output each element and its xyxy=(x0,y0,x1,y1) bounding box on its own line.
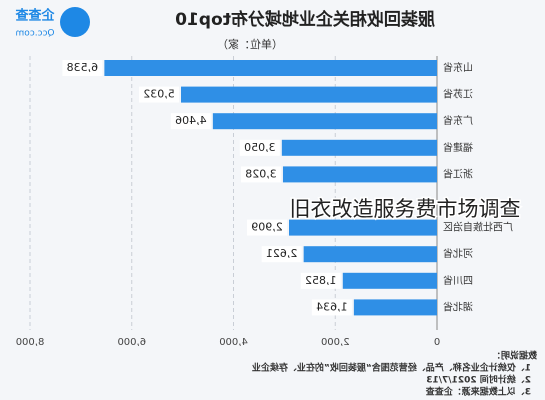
value-label: 6,538 xyxy=(67,61,99,74)
value-label: 2,621 xyxy=(266,247,298,260)
x-tick-label: 2,000 xyxy=(321,337,350,348)
y-tick-label: 四川省 xyxy=(443,274,473,287)
value-label-bg xyxy=(170,113,211,130)
bar xyxy=(180,86,437,103)
value-label: 4,406 xyxy=(175,114,207,127)
bar xyxy=(282,166,437,183)
value-label: 1,634 xyxy=(316,300,348,313)
value-label: 3,050 xyxy=(244,141,276,154)
value-label: 3,028 xyxy=(245,167,277,180)
value-label-bg xyxy=(239,139,280,156)
value-label-bg xyxy=(311,299,352,316)
note: 3、以上数据来源：企查查 xyxy=(425,386,531,398)
bar xyxy=(303,246,437,263)
x-tick-label: 8,000 xyxy=(16,337,45,348)
y-tick-label: 湖北省 xyxy=(443,300,473,313)
y-tick-label: 浙江省 xyxy=(443,167,473,180)
y-tick-label: 福建省 xyxy=(443,141,473,154)
y-tick-label: 广西壮族自治区 xyxy=(443,221,513,234)
value-label: 1,852 xyxy=(305,274,337,287)
bar xyxy=(281,139,437,156)
value-label-bg xyxy=(138,86,179,103)
y-tick-label: 江苏省 xyxy=(443,88,473,101)
value-label-bg xyxy=(300,272,341,289)
x-tick-label: 0 xyxy=(434,337,440,348)
chart-subtitle: （单位：家） xyxy=(217,37,283,51)
value-label-bg xyxy=(240,166,281,183)
value-label-bg xyxy=(261,246,302,263)
x-tick-label: 6,000 xyxy=(117,337,146,348)
y-tick-label: 山东省 xyxy=(443,61,473,74)
y-tick-label: 河北省 xyxy=(443,247,473,260)
bar xyxy=(342,272,437,289)
value-label-bg xyxy=(247,219,288,236)
y-tick-label: 广东省 xyxy=(443,114,473,127)
note: 数据说明： xyxy=(492,350,537,362)
logo-icon xyxy=(60,7,90,37)
notes: 数据说明：1、仅统计企业名称、产品、经营范围含“服装回收”的在业、存续企业2、统… xyxy=(252,350,537,398)
value-label: 2,909 xyxy=(251,221,283,234)
chart-title: 服装回收相关企业地域分布top10 xyxy=(175,9,435,30)
note: 2、统计时间 2021/7/13 xyxy=(426,374,531,386)
bar xyxy=(289,219,437,236)
value-label-bg xyxy=(62,60,103,76)
mirrored-chart: 服装回收相关企业地域分布top10 （单位：家） 企查查 Qcc.com 0 2,… xyxy=(15,7,537,398)
note: 1、仅统计企业名称、产品、经营范围含“服装回收”的在业、存续企业 xyxy=(252,362,531,374)
watermark: 旧衣改造服务费市场调查 xyxy=(290,197,521,221)
x-tick-label: 4,000 xyxy=(219,337,248,348)
value-label: 5,032 xyxy=(143,88,175,101)
logo-name: 企查查 xyxy=(15,8,56,24)
logo-url: Qcc.com xyxy=(15,29,54,39)
bar xyxy=(353,299,437,316)
bar xyxy=(212,113,437,130)
bar xyxy=(104,60,437,76)
